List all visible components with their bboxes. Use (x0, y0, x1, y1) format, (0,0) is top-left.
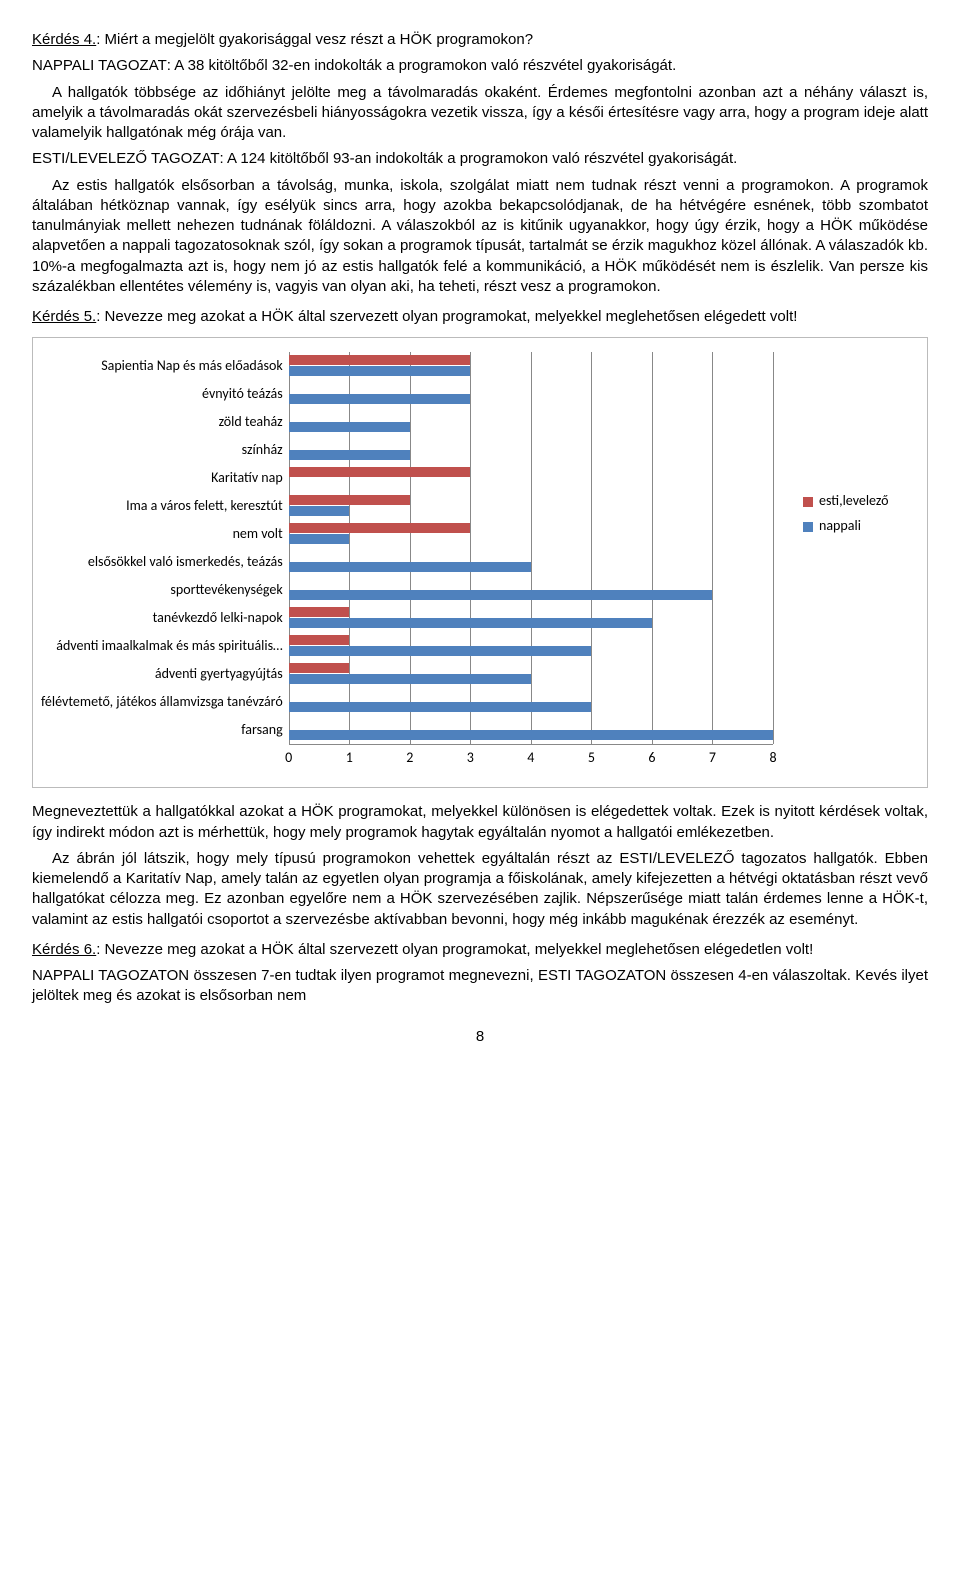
chart-inner: Sapientia Nap és más előadásokévnyitó te… (41, 352, 913, 773)
chart-bar-nappali (289, 450, 410, 460)
q5-after2-a: Az ábrán jól látszik, hogy mely típusú p… (52, 850, 619, 867)
chart-bar-slot (289, 464, 773, 492)
q4-para1: A hallgatók többsége az időhiányt jelölt… (32, 83, 928, 144)
chart-x-axis: 012345678 (289, 749, 773, 773)
q5-chart: Sapientia Nap és más előadásokévnyitó te… (32, 337, 928, 788)
q4-heading-rest: : Miért a megjelölt gyakorisággal vesz r… (96, 31, 533, 48)
q6-heading-pre: Kérdés 6. (32, 941, 96, 958)
q4-esti: ESTI/LEVELEZŐ TAGOZAT: A 124 kitöltőből … (32, 149, 928, 169)
chart-xtick: 4 (527, 749, 534, 768)
chart-bar-slot (289, 604, 773, 632)
chart-bar-slot (289, 408, 773, 436)
chart-category-label: évnyitó teázás (41, 380, 283, 408)
chart-category-labels: Sapientia Nap és más előadásokévnyitó te… (41, 352, 289, 773)
chart-legend-swatch (803, 522, 813, 532)
q5-heading: Kérdés 5.: Nevezze meg azokat a HÖK álta… (32, 307, 928, 327)
q4-para2: Az estis hallgatók elsősorban a távolság… (32, 176, 928, 298)
chart-gridline (773, 352, 774, 744)
chart-category-label: Karitatív nap (41, 464, 283, 492)
chart-bar-esti (289, 467, 471, 477)
chart-bar-esti (289, 495, 410, 505)
chart-bar-nappali (289, 618, 652, 628)
chart-bar-nappali (289, 730, 773, 740)
q5-after1: Megneveztettük a hallgatókkal azokat a H… (32, 802, 928, 843)
q4-nappali: NAPPALI TAGOZAT: A 38 kitöltőből 32-en i… (32, 56, 928, 76)
chart-category-label: félévtemető, játékos államvizsga tanévzá… (41, 688, 283, 716)
chart-xtick: 3 (467, 749, 474, 768)
chart-bar-slot (289, 436, 773, 464)
chart-bar-slot (289, 716, 773, 744)
q6-sc1: NAPPALI TAGOZATON (32, 967, 189, 984)
q6-body: NAPPALI TAGOZATON összesen 7-en tudtak i… (32, 966, 928, 1007)
q4-esti-text: : A 124 kitöltőből 93-an indokolták a pr… (220, 150, 738, 167)
chart-legend-label: esti,levelező (819, 492, 889, 511)
q4-nappali-text: : A 38 kitöltőből 32-en indokolták a pro… (167, 57, 676, 74)
chart-category-label: nem volt (41, 520, 283, 548)
q6-mid1: összesen 7-en tudtak ilyen programot meg… (189, 967, 538, 984)
chart-bar-slot (289, 548, 773, 576)
chart-category-label: Ima a város felett, keresztút (41, 492, 283, 520)
chart-bar-nappali (289, 394, 471, 404)
chart-bar-nappali (289, 562, 531, 572)
chart-bar-nappali (289, 674, 531, 684)
chart-bar-nappali (289, 422, 410, 432)
chart-xtick: 5 (588, 749, 595, 768)
chart-category-label: tanévkezdő lelki-napok (41, 604, 283, 632)
q6-sc2: ESTI TAGOZATON (538, 967, 666, 984)
chart-bar-slot (289, 380, 773, 408)
chart-category-label: sporttevékenységek (41, 576, 283, 604)
q5-after2-sc: ESTI/LEVELEZŐ (619, 850, 734, 867)
q6-heading: Kérdés 6.: Nevezze meg azokat a HÖK álta… (32, 940, 928, 960)
page-number: 8 (32, 1027, 928, 1047)
chart-left: Sapientia Nap és más előadásokévnyitó te… (41, 352, 773, 773)
chart-legend: esti,levelező nappali (773, 352, 913, 542)
chart-xtick: 1 (346, 749, 353, 768)
chart-bar-esti (289, 635, 350, 645)
chart-bar-slot (289, 492, 773, 520)
chart-legend-swatch (803, 497, 813, 507)
chart-legend-row: esti,levelező (803, 492, 913, 511)
chart-bar-nappali (289, 590, 713, 600)
chart-grid (289, 352, 773, 745)
chart-category-label: ádventi gyertyagyújtás (41, 660, 283, 688)
chart-xtick: 0 (285, 749, 292, 768)
q5-heading-rest: : Nevezze meg azokat a HÖK által szervez… (96, 308, 797, 325)
chart-category-label: Sapientia Nap és más előadások (41, 352, 283, 380)
chart-bar-nappali (289, 506, 350, 516)
chart-category-label: színház (41, 436, 283, 464)
q4-nappali-label: NAPPALI TAGOZAT (32, 57, 167, 74)
chart-bar-nappali (289, 366, 471, 376)
chart-category-label: zöld teaház (41, 408, 283, 436)
chart-bar-slot (289, 520, 773, 548)
chart-legend-row: nappali (803, 517, 913, 536)
q4-heading-pre: Kérdés 4. (32, 31, 96, 48)
q5-after2: Az ábrán jól látszik, hogy mely típusú p… (32, 849, 928, 930)
chart-category-label: ádventi imaalkalmak és más spirituális… (41, 632, 283, 660)
chart-bar-slot (289, 688, 773, 716)
chart-bar-slot (289, 576, 773, 604)
chart-xtick: 6 (648, 749, 655, 768)
chart-category-label: elsősökkel való ismerkedés, teázás (41, 548, 283, 576)
chart-xtick: 7 (709, 749, 716, 768)
q4-heading: Kérdés 4.: Miért a megjelölt gyakoriságg… (32, 30, 928, 50)
chart-bar-esti (289, 663, 350, 673)
chart-bar-nappali (289, 534, 350, 544)
chart-bar-esti (289, 607, 350, 617)
chart-category-label: farsang (41, 716, 283, 744)
q5-heading-pre: Kérdés 5. (32, 308, 96, 325)
chart-plot-area: 012345678 (289, 352, 773, 773)
chart-legend-label: nappali (819, 517, 861, 536)
chart-bar-nappali (289, 646, 592, 656)
chart-xtick: 2 (406, 749, 413, 768)
chart-bar-esti (289, 355, 471, 365)
chart-bar-esti (289, 523, 471, 533)
chart-xtick: 8 (769, 749, 776, 768)
q4-esti-label: ESTI/LEVELEZŐ TAGOZAT (32, 150, 220, 167)
chart-bar-slot (289, 660, 773, 688)
chart-bar-nappali (289, 702, 592, 712)
chart-bar-slot (289, 352, 773, 380)
q6-heading-rest: : Nevezze meg azokat a HÖK által szervez… (96, 941, 813, 958)
chart-bar-slot (289, 632, 773, 660)
